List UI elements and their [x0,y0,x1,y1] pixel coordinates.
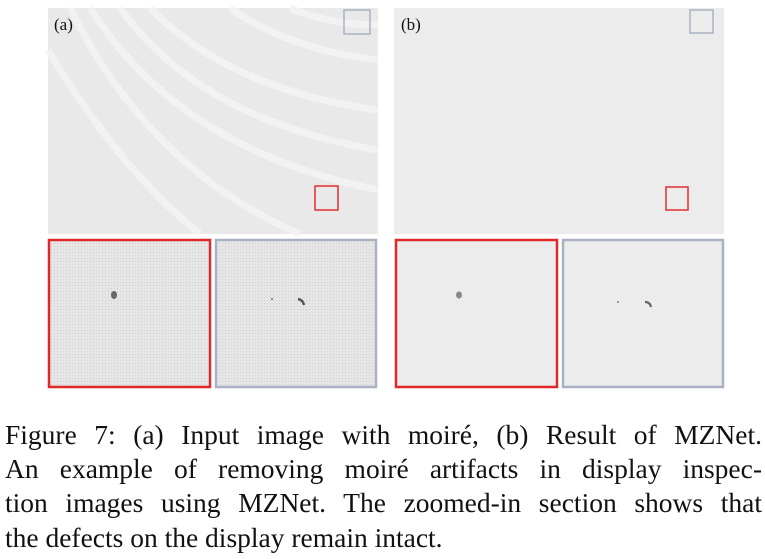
zoom-box-red [665,186,689,211]
caption-line: the defects on the display remain intact… [5,521,443,553]
zoom-box-red [314,185,339,211]
caption-line: An example of removing moiré artifacts i… [5,453,762,485]
panel-label: (b) [401,15,421,34]
figure-images: (a) (b) [44,4,725,389]
panel-b: (b) [394,8,724,234]
caption-line: tion images using MZNet. The zoomed-in s… [5,487,762,519]
defect [456,291,462,299]
moire-pattern [44,4,379,238]
defect [297,297,306,306]
defect [644,300,653,308]
image [48,8,378,234]
image [394,8,724,234]
zoom-images [47,238,725,389]
panel-label: (a) [54,15,73,34]
defect [271,298,273,300]
defect [111,291,117,299]
caption-line: Figure 7: (a) Input image with moiré, (b… [5,419,762,450]
defect [617,301,619,303]
zoom-a-red [47,238,212,389]
zoom-b-gray [561,238,725,389]
zoom-box-gray [689,9,714,34]
zoom-a-gray [214,238,378,389]
zoom-b-red [394,238,559,389]
zoom-box-gray [343,9,371,35]
panel-a: (a) [44,4,379,238]
caption: Figure 7: (a) Input image with moiré, (b… [5,418,762,555]
